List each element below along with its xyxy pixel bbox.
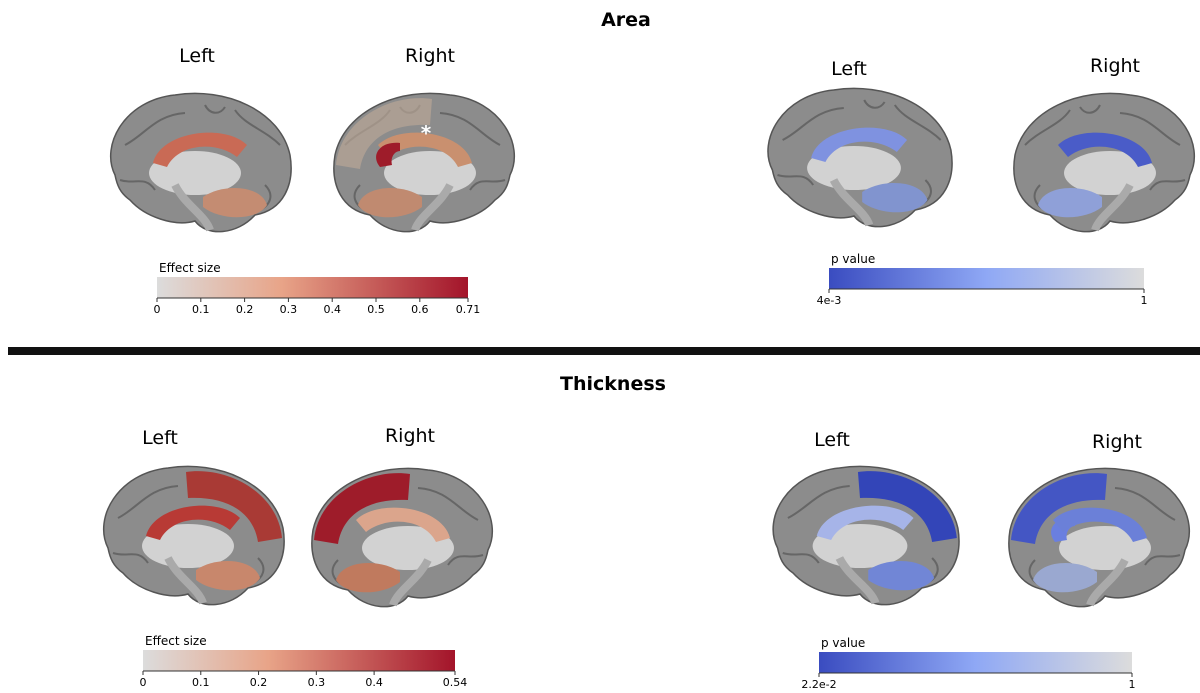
hemisphere-label: Right — [1090, 55, 1140, 77]
tick-label: 0.3 — [280, 303, 298, 316]
brain — [1009, 468, 1189, 606]
hemisphere-label: Right — [1092, 431, 1142, 453]
colorbar-title: p value — [821, 636, 865, 650]
tick-label: 0.4 — [323, 303, 341, 316]
divider — [8, 347, 1200, 355]
tick-label: 0.1 — [192, 303, 210, 316]
hemisphere-label: Left — [831, 58, 867, 80]
section-title: Thickness — [560, 373, 666, 395]
tick-label: 1 — [1129, 678, 1136, 691]
colorbar — [157, 277, 468, 298]
hemisphere-label: Left — [142, 427, 178, 449]
brain — [104, 466, 284, 604]
figure: Area Left Right Left Right * Thickness L… — [0, 0, 1200, 693]
brain — [1014, 93, 1194, 231]
tick-label: 0.3 — [308, 676, 326, 689]
colorbar — [829, 268, 1144, 289]
section-title: Area — [601, 9, 651, 31]
colorbar — [819, 652, 1132, 673]
colorbar-title: Effect size — [145, 634, 207, 648]
colorbar-title: Effect size — [159, 261, 221, 275]
tick-label: 0 — [154, 303, 161, 316]
brain — [768, 88, 952, 226]
brain — [334, 93, 514, 231]
tick-label: 4e-3 — [817, 294, 842, 307]
tick-label: 0.71 — [456, 303, 481, 316]
tick-label: 0.2 — [250, 676, 268, 689]
tick-label: 0.2 — [236, 303, 254, 316]
hemisphere-label: Right — [385, 425, 435, 447]
tick-label: 0.4 — [365, 676, 383, 689]
hemisphere-label: Left — [814, 429, 850, 451]
brain — [111, 93, 291, 231]
tick-label: 0.54 — [443, 676, 468, 689]
colorbar — [143, 650, 455, 671]
tick-label: 0.6 — [411, 303, 429, 316]
hemisphere-label: Left — [179, 45, 215, 67]
tick-label: 1 — [1141, 294, 1148, 307]
brain — [773, 466, 959, 604]
hemisphere-label: Right — [405, 45, 455, 67]
tick-label: 0.1 — [192, 676, 210, 689]
tick-label: 2.2e-2 — [801, 678, 836, 691]
brain — [312, 468, 492, 606]
colorbar-title: p value — [831, 252, 875, 266]
tick-label: 0.5 — [367, 303, 385, 316]
significance-marker: * — [421, 121, 432, 145]
tick-label: 0 — [140, 676, 147, 689]
